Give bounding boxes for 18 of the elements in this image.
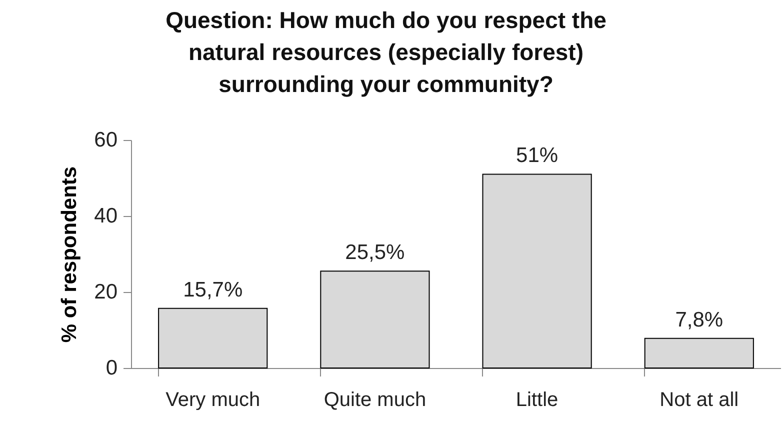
x-tick-label: Quite much xyxy=(324,389,426,411)
x-tick-label: Not at all xyxy=(660,389,739,411)
data-label: 51% xyxy=(516,144,558,168)
y-tick-label: 40 xyxy=(94,204,118,228)
x-tick-label: Very much xyxy=(166,389,260,411)
y-tick-label: 0 xyxy=(106,356,118,380)
bar xyxy=(320,270,430,368)
y-tick-label: 60 xyxy=(94,128,118,152)
bar xyxy=(158,308,268,368)
data-label: 25,5% xyxy=(345,241,405,264)
y-tick-label: 20 xyxy=(94,280,118,304)
bar xyxy=(644,338,754,368)
y-axis-title: % of respondents xyxy=(58,166,82,343)
data-label: 15,7% xyxy=(183,278,243,302)
data-label: 7,8% xyxy=(675,308,724,332)
chart-title: Question: How much do you respect the natural resources (especially forest) surrounding your community? xyxy=(166,7,606,97)
x-tick-label: Little xyxy=(516,389,558,411)
bar xyxy=(482,174,592,368)
